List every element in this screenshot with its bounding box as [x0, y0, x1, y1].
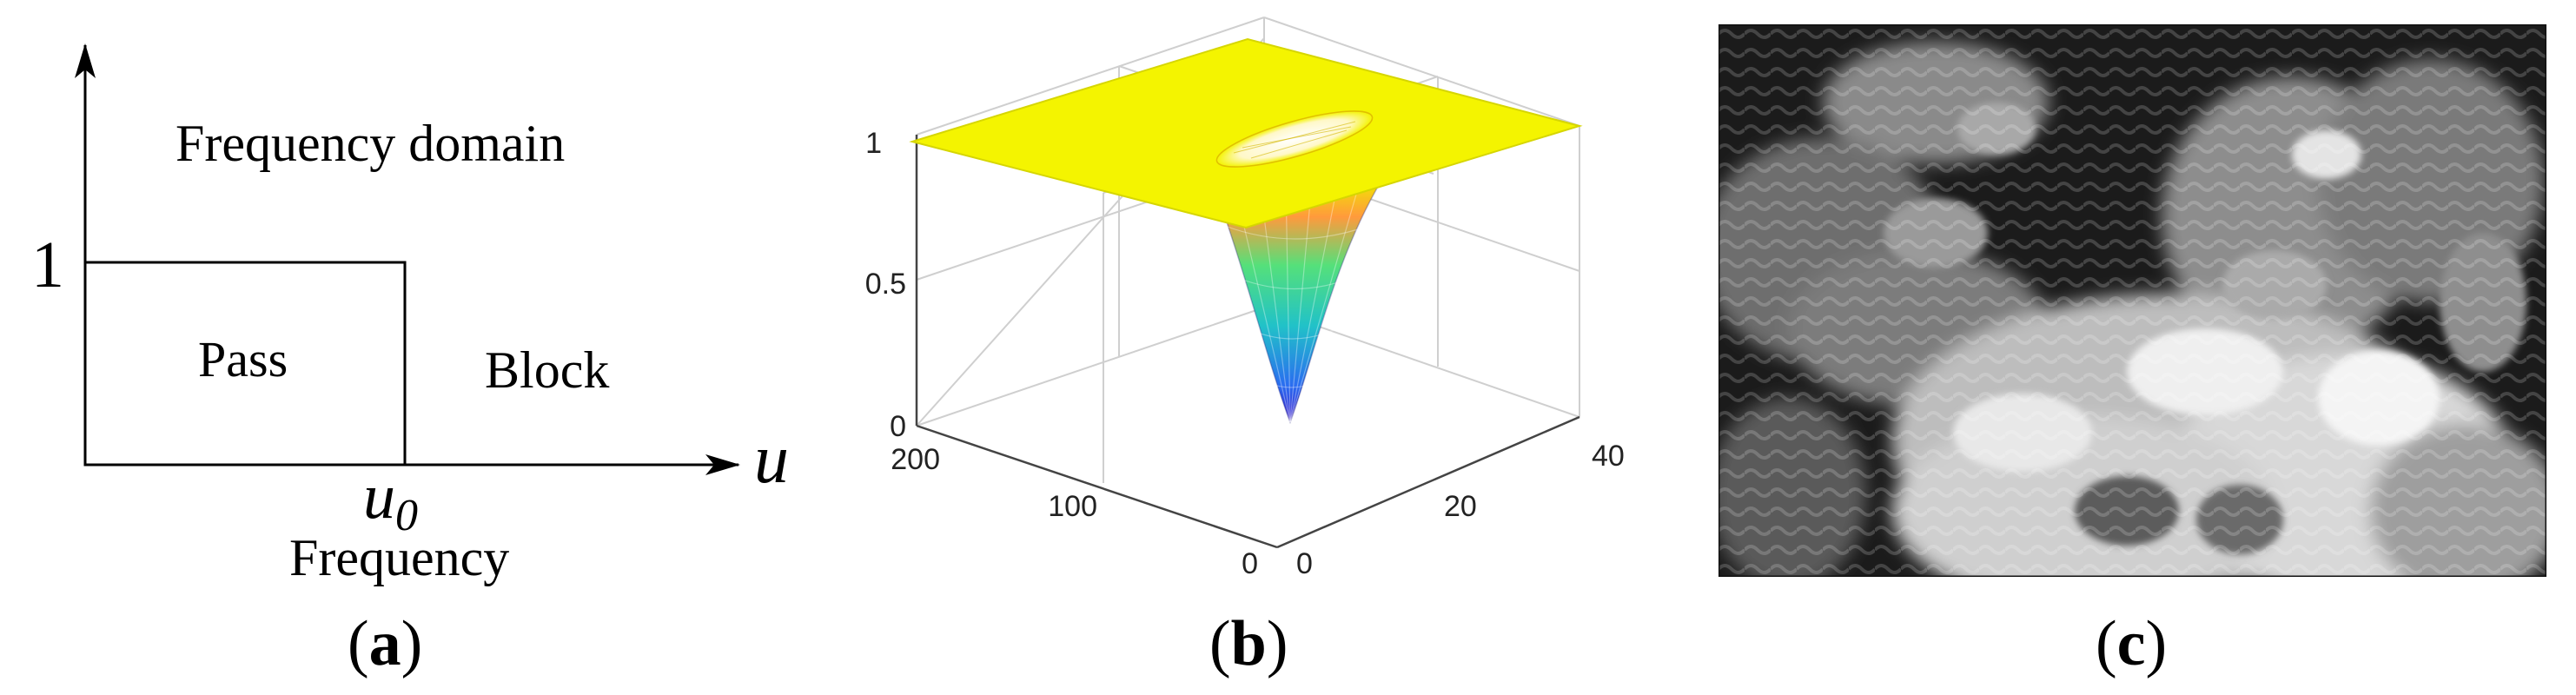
z-tick-1: 1	[865, 127, 882, 160]
pass-label: Pass	[198, 331, 288, 387]
panel-b-label: (b)	[1209, 608, 1288, 679]
front-axes	[915, 135, 1580, 549]
left-tick-200: 200	[891, 443, 940, 476]
x-axis-symbol: u	[754, 421, 789, 498]
panel-a: 1 Frequency domain Pass Block u u0 Frequ…	[31, 43, 789, 679]
left-tick-0: 0	[1242, 547, 1258, 580]
panel-a-label: (a)	[348, 608, 422, 679]
block-label: Block	[485, 341, 609, 399]
panel-c-label: (c)	[2096, 608, 2167, 679]
cutoff-frequency-label: u0	[363, 461, 418, 540]
panel-b: 1 0.5 0 200 100 0 0 20 40 (b)	[865, 17, 1625, 679]
right-tick-20: 20	[1444, 490, 1477, 523]
pass-region	[83, 261, 407, 467]
hole-mesh	[1233, 121, 1356, 159]
z-tick-0: 0	[890, 410, 906, 443]
x-caption: Frequency	[289, 529, 509, 586]
y-tick-1: 1	[31, 228, 64, 301]
cutoff-base: u	[363, 461, 395, 533]
right-tick-0: 0	[1296, 547, 1313, 580]
cutoff-subscript: 0	[395, 491, 418, 540]
surface-plane	[909, 37, 1583, 229]
panel-c: (c)	[1718, 24, 2546, 679]
notch-hole	[1215, 110, 1374, 168]
z-tick-0-5: 0.5	[865, 268, 906, 301]
right-tick-40: 40	[1592, 440, 1625, 473]
notch-cone	[1210, 180, 1383, 425]
region-label: Frequency domain	[175, 115, 565, 172]
filtered-image	[1718, 24, 2546, 577]
left-tick-100: 100	[1048, 490, 1097, 523]
